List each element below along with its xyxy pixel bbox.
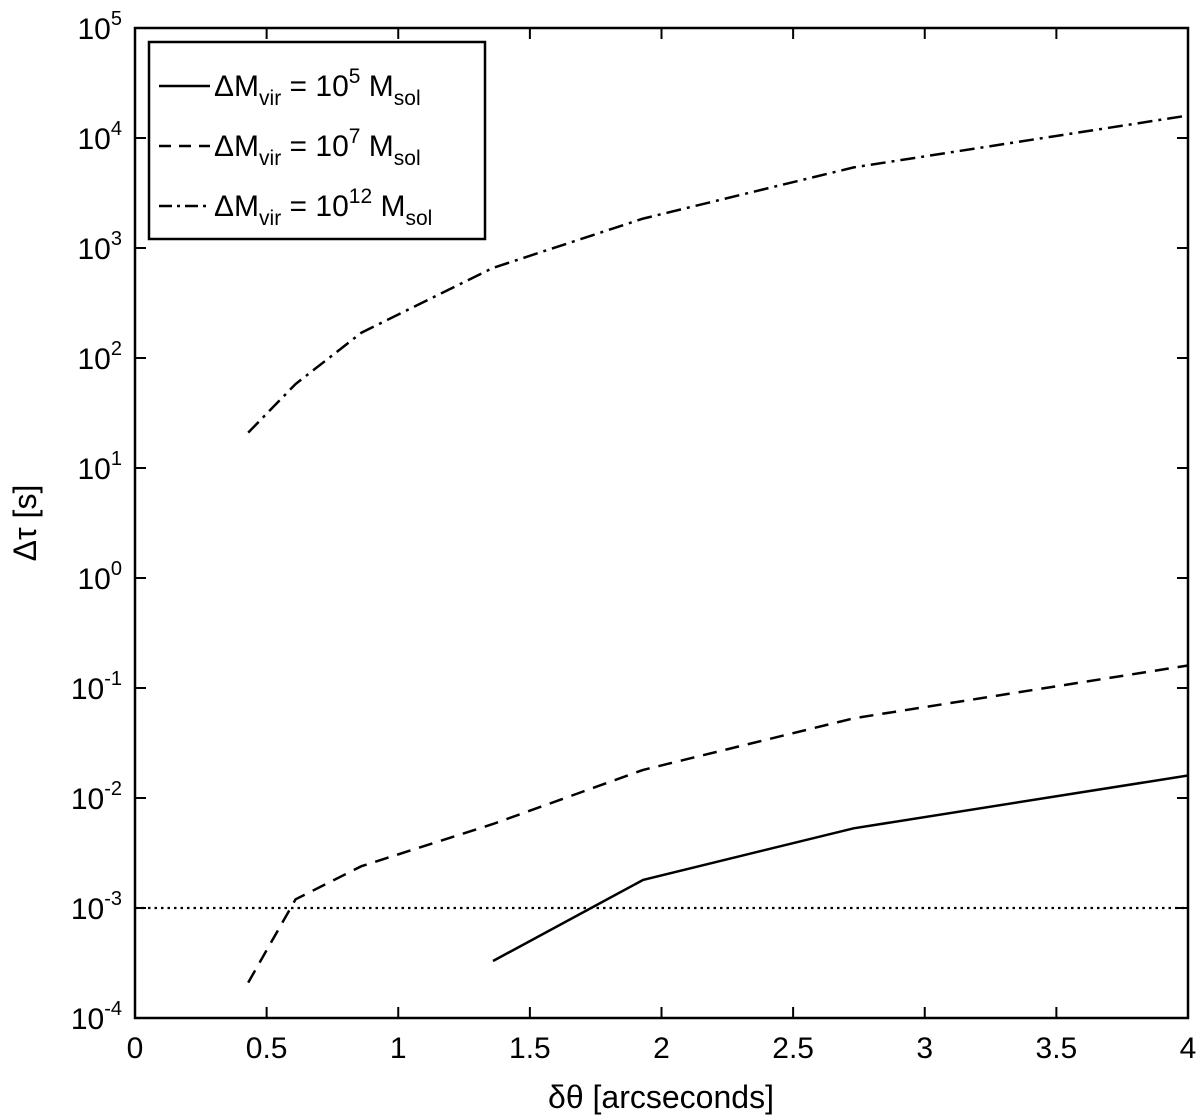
- y-axis-title: Δτ [s]: [7, 485, 43, 562]
- y-tick-label: 105: [78, 8, 123, 46]
- x-tick-label: 3: [916, 1032, 933, 1065]
- y-tick-label: 10-1: [71, 668, 122, 706]
- x-tick-label: 1: [390, 1032, 407, 1065]
- x-tick-label: 3.5: [1036, 1032, 1078, 1065]
- legend-label: ΔMvir = 107 Msol: [214, 125, 421, 170]
- series-layer: [135, 114, 1189, 984]
- series-line-3: [247, 114, 1189, 434]
- y-tick-label: 104: [78, 118, 123, 156]
- y-tick-label: 101: [78, 448, 123, 486]
- y-tick-label: 10-4: [71, 998, 122, 1036]
- ticks-layer: 0 0.5 1 1.5 2 2.5 3 3.5 4 10-4 10-3 10-2 10-1 100 101 1…: [71, 8, 1197, 1065]
- series-line-2: [247, 664, 1189, 984]
- x-tick-label: 1.5: [509, 1032, 551, 1065]
- x-tick-label: 0: [127, 1032, 144, 1065]
- y-tick-label: 102: [78, 338, 123, 376]
- x-tick-label: 0.5: [246, 1032, 288, 1065]
- x-tick-label: 2: [653, 1032, 670, 1065]
- series-line-1: [492, 774, 1189, 963]
- x-tick-label: 4: [1180, 1032, 1197, 1065]
- y-tick-label: 10-2: [71, 778, 122, 816]
- y-tick-label: 10-3: [71, 888, 122, 926]
- x-axis-title: δθ [arcseconds]: [548, 1079, 774, 1115]
- legend-label: ΔMvir = 1012 Msol: [214, 185, 432, 230]
- y-tick-label: 100: [78, 558, 123, 596]
- legend: ΔMvir = 105 Msol ΔMvir = 107 Msol ΔMvir = …: [147, 40, 487, 241]
- y-tick-label: 103: [78, 228, 123, 266]
- x-tick-label: 2.5: [772, 1032, 814, 1065]
- legend-label: ΔMvir = 105 Msol: [214, 65, 421, 110]
